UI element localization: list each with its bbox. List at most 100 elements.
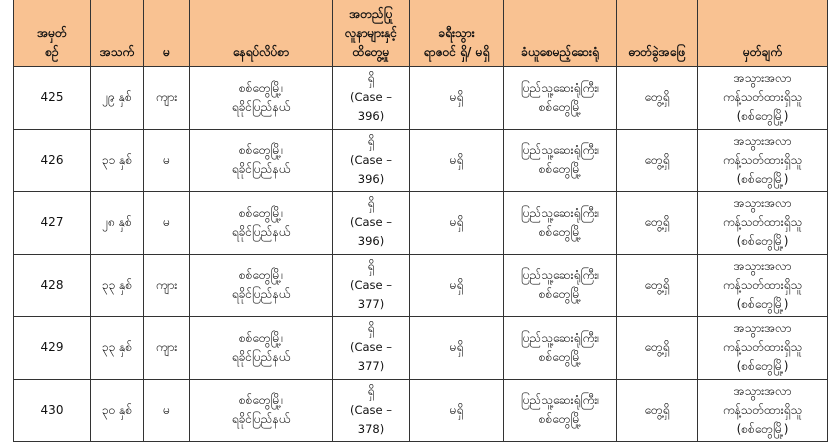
cell-text: ရှိ	[367, 258, 375, 273]
cell-address: စစ်တွေမြို့၊ ရခိုင်ပြည်နယ်	[189, 191, 333, 255]
cell-text: စစ်တွေမြို့	[538, 224, 582, 239]
cell-text: မရှိ	[449, 215, 464, 230]
cell-lab-result: တွေ့ရှိ	[616, 316, 698, 380]
cell-text: 427	[40, 215, 64, 230]
cell-remark: အသွားအလာ ကန့်သတ်ထားရှိသူ (စစ်တွေမြို့)	[697, 66, 828, 130]
cell-text: မရှိ	[449, 152, 464, 167]
cell-text: တွေ့ရှိ	[644, 152, 670, 167]
header-age: အသက်	[90, 0, 144, 67]
cell-text: (Case – 396)	[349, 215, 393, 249]
cell-text: 430	[40, 402, 64, 417]
cell-age: ၃၃ နှစ်	[90, 316, 144, 380]
cell-text: တွေ့ရှိ	[644, 277, 670, 292]
cell-travel-history: မရှိ	[409, 66, 504, 130]
cell-text: ကန့်သတ်ထားရှိသူ	[722, 340, 803, 355]
cell-contact: ရှိ (Case – 377)	[332, 316, 410, 380]
cell-text: ရှိ	[367, 321, 375, 336]
header-line: အတည်ပြု	[349, 7, 393, 21]
cell-remark: အသွားအလာ ကန့်သတ်ထားရှိသူ (စစ်တွေမြို့)	[697, 191, 828, 255]
cell-text: 425	[40, 90, 64, 105]
header-line: မှတ်ချက်	[743, 45, 782, 59]
cell-text: ကျား	[155, 340, 178, 355]
cell-text: ကျား	[155, 90, 178, 105]
header-line: အမှတ်	[37, 26, 67, 40]
cell-text: စစ်တွေမြို့၊	[238, 268, 284, 283]
header-travel-history: ခရီးသွားရာဇဝင် ရှိ/ မရှိ	[409, 0, 504, 67]
cell-address: စစ်တွေမြို့၊ ရခိုင်ပြည်နယ်	[189, 378, 333, 442]
cell-age: ၂၉ နှစ်	[90, 66, 144, 130]
cell-address: စစ်တွေမြို့၊ ရခိုင်ပြည်နယ်	[189, 316, 333, 380]
cell-text: ကန့်သတ်ထားရှိသူ	[722, 90, 803, 105]
cell-text: ရှိ	[367, 383, 375, 398]
cell-hospital: ပြည်သူ့ဆေးရုံကြီး၊ စစ်တွေမြို့	[503, 128, 617, 192]
cell-age: ၃၀ နှစ်	[90, 378, 144, 442]
cell-text: 428	[40, 277, 64, 292]
cell-text: (Case – 377)	[349, 340, 393, 374]
cell-text: တွေ့ရှိ	[644, 215, 670, 230]
cell-text: အသွားအလာ	[733, 258, 792, 273]
cell-text: (Case – 377)	[349, 277, 393, 311]
cell-text: (Case – 396)	[349, 90, 393, 124]
cell-text: တွေ့ရှိ	[644, 402, 670, 417]
cell-serial-no: 428	[13, 253, 91, 317]
cell-hospital: ပြည်သူ့ဆေးရုံကြီး၊ စစ်တွေမြို့	[503, 191, 617, 255]
cell-travel-history: မရှိ	[409, 253, 504, 317]
cell-text: ကန့်သတ်ထားရှိသူ	[722, 152, 803, 167]
cell-text: စစ်တွေမြို့၊	[238, 80, 284, 95]
cell-text: စစ်တွေမြို့၊	[238, 393, 284, 408]
cell-text: မ	[163, 152, 170, 167]
cell-text: (စစ်တွေမြို့)	[736, 234, 789, 249]
cell-text: ရခိုင်ပြည်နယ်	[231, 287, 291, 302]
cell-lab-result: တွေ့ရှိ	[616, 191, 698, 255]
cell-contact: ရှိ (Case – 377)	[332, 253, 410, 317]
cell-contact: ရှိ (Case – 378)	[332, 378, 410, 442]
cell-text: ၃၃ နှစ်	[101, 340, 133, 355]
cell-hospital: ပြည်သူ့ဆေးရုံကြီး၊ စစ်တွေမြို့	[503, 378, 617, 442]
table-row: 430 ၃၀ နှစ် မစစ်တွေမြို့၊ ရခိုင်ပြည်နယ် ရှိ(…	[13, 378, 828, 442]
cell-text: ရှိ	[367, 71, 375, 86]
cell-text: စစ်တွေမြို့	[538, 99, 582, 114]
cell-text: စစ်တွေမြို့၊	[238, 143, 284, 158]
table-row: 425 ၂၉ နှစ် ကျား စစ်တွေမြို့၊ရခိုင်ပြည်နယ် ရ…	[13, 66, 828, 130]
cell-text: ရှိ	[367, 196, 375, 211]
cell-text: မရှိ	[449, 277, 464, 292]
header-line: စဉ်	[45, 45, 59, 59]
cell-text: ကန့်သတ်ထားရှိသူ	[722, 402, 803, 417]
table-row: 426 ၃၁ နှစ် မ စစ်တွေမြို့၊ ရခိုင်ပြည်နယ် ရှိ (…	[13, 128, 828, 192]
cell-address: စစ်တွေမြို့၊ ရခိုင်ပြည်နယ်	[189, 128, 333, 192]
cell-text: ပြည်သူ့ဆေးရုံကြီး၊	[520, 330, 600, 345]
cell-text: အသွားအလာ	[733, 133, 792, 148]
cell-sex: ကျား	[143, 66, 190, 130]
header-contact: အတည်ပြု လူနာများနှင့် ထိတွေ့မှု	[332, 0, 410, 67]
cell-travel-history: မရှိ	[409, 378, 504, 442]
cell-text: အသွားအလာ	[733, 321, 792, 336]
header-line: ခရီးသွား	[438, 26, 475, 40]
cell-text: (စစ်တွေမြို့)	[736, 359, 789, 374]
header-serial-no: အမှတ်စဉ်	[13, 0, 91, 67]
cell-age: ၃၁ နှစ်	[90, 128, 144, 192]
header-lab-result: ဓာတ်ခွဲအဖြေ	[616, 0, 698, 67]
cell-serial-no: 427	[13, 191, 91, 255]
header-hospital: ခံယူစေမည့်ဆေးရုံ	[503, 0, 617, 67]
header-row: အမှတ် စဉ် အသက်မနေရပ်လိပ်စာ အတည်ပြု လူနာများန…	[13, 0, 828, 67]
cell-remark: အသွားအလာ ကန့်သတ်ထားရှိသူ (စစ်တွေမြို့)	[697, 378, 828, 442]
cell-text: ပြည်သူ့ဆေးရုံကြီး၊	[520, 143, 600, 158]
cell-serial-no: 429	[13, 316, 91, 380]
cell-serial-no: 430	[13, 378, 91, 442]
cell-text: ရခိုင်ပြည်နယ်	[231, 99, 291, 114]
header-line: မ	[163, 45, 170, 59]
cell-remark: အသွားအလာ ကန့်သတ်ထားရှိသူ (စစ်တွေမြို့)	[697, 253, 828, 317]
cell-sex: မ	[143, 191, 190, 255]
header-line: ရာဇဝင် ရှိ/ မရှိ	[423, 45, 490, 59]
cell-sex: မ	[143, 378, 190, 442]
cell-travel-history: မရှိ	[409, 191, 504, 255]
header-line: နေရပ်လိပ်စာ	[232, 45, 290, 59]
cell-text: ၃၀ နှစ်	[101, 402, 133, 417]
cell-text: တွေ့ရှိ	[644, 90, 670, 105]
cell-text: ကန့်သတ်ထားရှိသူ	[722, 215, 803, 230]
cell-sex: ကျား	[143, 253, 190, 317]
cell-text: မ	[163, 215, 170, 230]
cell-contact: ရှိ (Case – 396)	[332, 128, 410, 192]
cell-serial-no: 425	[13, 66, 91, 130]
table-row: 427 ၂၈ နှစ် မ စစ်တွေမြို့၊ ရခိုင်ပြည်နယ် ရှိ (…	[13, 191, 828, 255]
